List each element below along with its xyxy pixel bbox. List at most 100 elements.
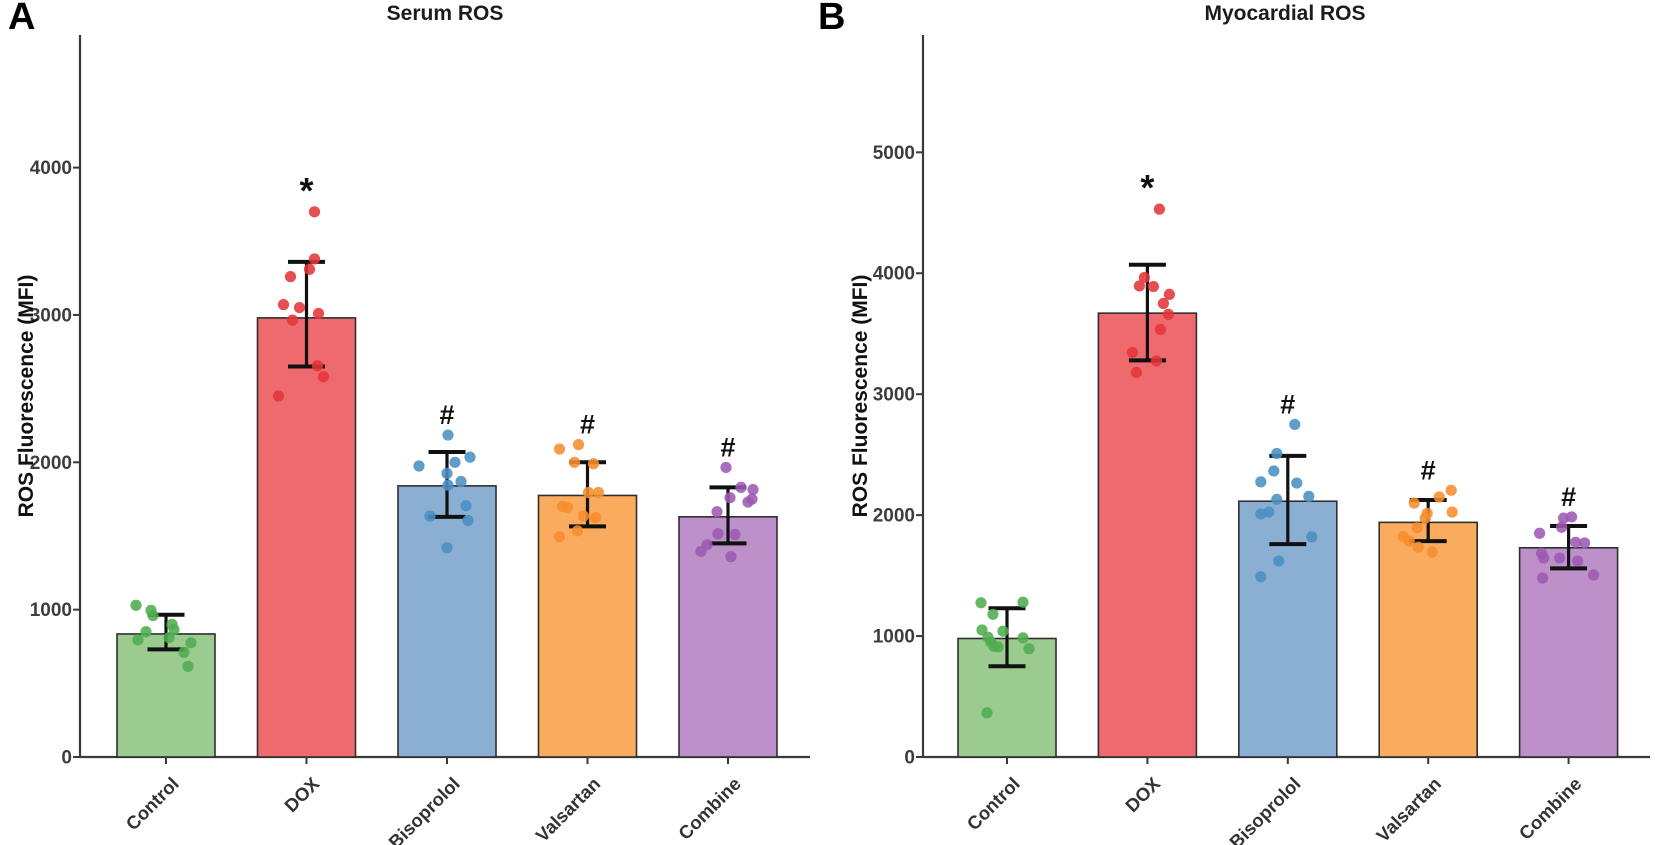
- x-category-label-combine: Combine: [1515, 773, 1586, 844]
- data-point-combine: [1570, 536, 1582, 548]
- data-point-combine: [1579, 537, 1591, 549]
- data-point-control: [1017, 596, 1029, 608]
- data-point-valsartan: [592, 486, 605, 499]
- data-point-dox: [1157, 297, 1169, 310]
- data-point-valsartan: [1426, 546, 1438, 558]
- data-point-valsartan: [1419, 512, 1431, 524]
- data-point-dox: [312, 307, 325, 320]
- data-point-valsartan: [553, 531, 566, 543]
- data-point-bisoprolol: [449, 456, 461, 468]
- y-tick-label: 2000: [30, 453, 72, 474]
- data-point-combine: [712, 528, 724, 540]
- y-tick-label: 3000: [30, 305, 72, 326]
- data-point-control: [992, 641, 1004, 653]
- data-point-valsartan: [561, 501, 574, 513]
- data-point-bisoprolol: [1271, 447, 1283, 460]
- panel-b-title: Myocardial ROS: [1204, 2, 1366, 25]
- data-point-dox: [1162, 308, 1174, 320]
- data-point-dox: [1138, 271, 1150, 284]
- data-point-valsartan: [572, 439, 585, 451]
- data-point-bisoprolol: [1255, 476, 1267, 488]
- data-point-bisoprolol: [462, 514, 474, 527]
- data-point-dox: [1130, 366, 1142, 379]
- y-tick-label: 0: [904, 748, 915, 769]
- data-point-control: [975, 597, 987, 609]
- data-point-combine: [725, 551, 737, 563]
- data-point-combine: [724, 492, 736, 504]
- data-point-combine: [1588, 569, 1600, 581]
- panel-a-letter: A: [8, 0, 36, 38]
- x-category-label-valsartan: Valsartan: [1372, 773, 1445, 845]
- data-point-control: [178, 646, 190, 658]
- data-point-dox: [303, 263, 316, 275]
- data-point-dox: [1153, 203, 1165, 215]
- x-category-label-combine: Combine: [674, 773, 745, 844]
- data-point-dox: [286, 314, 299, 326]
- data-point-combine: [695, 545, 707, 558]
- data-point-valsartan: [1412, 541, 1424, 553]
- data-point-bisoprolol: [442, 479, 454, 491]
- data-point-control: [1023, 643, 1035, 655]
- data-point-combine: [1558, 512, 1570, 524]
- data-point-dox: [1150, 355, 1162, 367]
- hash-marker-valsartan: #: [580, 410, 595, 440]
- data-point-bisoprolol: [455, 475, 467, 488]
- data-point-dox: [1147, 280, 1159, 293]
- data-point-dox: [317, 371, 330, 383]
- bar-valsartan: [1378, 521, 1478, 758]
- data-point-bisoprolol: [1306, 531, 1318, 543]
- data-point-dox: [308, 206, 321, 218]
- data-point-combine: [742, 496, 754, 508]
- data-point-control: [163, 632, 175, 644]
- data-point-control: [130, 599, 142, 611]
- data-point-bisoprolol: [413, 460, 425, 472]
- hash-marker-combine: #: [720, 432, 735, 462]
- bar-dox: [1097, 312, 1198, 758]
- data-point-valsartan: [1408, 497, 1420, 509]
- panel-b-y-axis-title: ROS Fluorescence (MFI): [849, 274, 872, 518]
- y-tick-label: 1000: [30, 600, 72, 621]
- data-point-combine: [720, 461, 732, 474]
- data-point-bisoprolol: [1255, 571, 1267, 583]
- star-marker-dox: *: [1140, 167, 1154, 208]
- data-point-dox: [1133, 280, 1145, 292]
- data-point-valsartan: [553, 443, 566, 455]
- bar-combine: [1518, 546, 1619, 758]
- data-point-valsartan: [1433, 491, 1445, 503]
- data-point-bisoprolol: [1273, 555, 1285, 567]
- data-point-dox: [311, 360, 324, 372]
- y-tick-label: 4000: [30, 158, 72, 179]
- data-point-dox: [293, 301, 306, 314]
- data-point-dox: [277, 299, 290, 311]
- data-point-control: [997, 625, 1009, 637]
- data-point-bisoprolol: [442, 429, 454, 441]
- bar-bisoprolol: [397, 485, 497, 758]
- x-category-label-bisoprolol: Bisoprolol: [384, 773, 464, 845]
- data-point-bisoprolol: [464, 451, 476, 463]
- hash-marker-valsartan: #: [1421, 455, 1436, 485]
- data-point-valsartan: [1403, 535, 1415, 547]
- x-category-label-bisoprolol: Bisoprolol: [1225, 773, 1305, 845]
- data-point-control: [182, 660, 194, 672]
- data-point-combine: [1572, 555, 1584, 567]
- bar-control: [116, 633, 216, 758]
- x-category-label-control: Control: [962, 773, 1023, 834]
- data-point-valsartan: [571, 525, 584, 537]
- data-point-bisoprolol: [424, 510, 436, 522]
- data-point-valsartan: [1445, 484, 1457, 496]
- data-point-bisoprolol: [441, 467, 453, 479]
- data-point-control: [987, 608, 999, 620]
- data-point-dox: [284, 271, 297, 283]
- x-category-label-valsartan: Valsartan: [531, 773, 604, 845]
- data-point-combine: [1554, 552, 1566, 564]
- data-point-bisoprolol: [1291, 477, 1303, 489]
- panel-b-letter: B: [818, 0, 846, 38]
- data-point-bisoprolol: [460, 500, 472, 512]
- data-point-dox: [308, 253, 321, 265]
- y-tick-label: 3000: [873, 385, 915, 406]
- data-point-combine: [729, 528, 741, 541]
- bar-valsartan: [537, 494, 638, 758]
- data-point-combine: [1538, 552, 1550, 564]
- data-point-combine: [747, 483, 759, 496]
